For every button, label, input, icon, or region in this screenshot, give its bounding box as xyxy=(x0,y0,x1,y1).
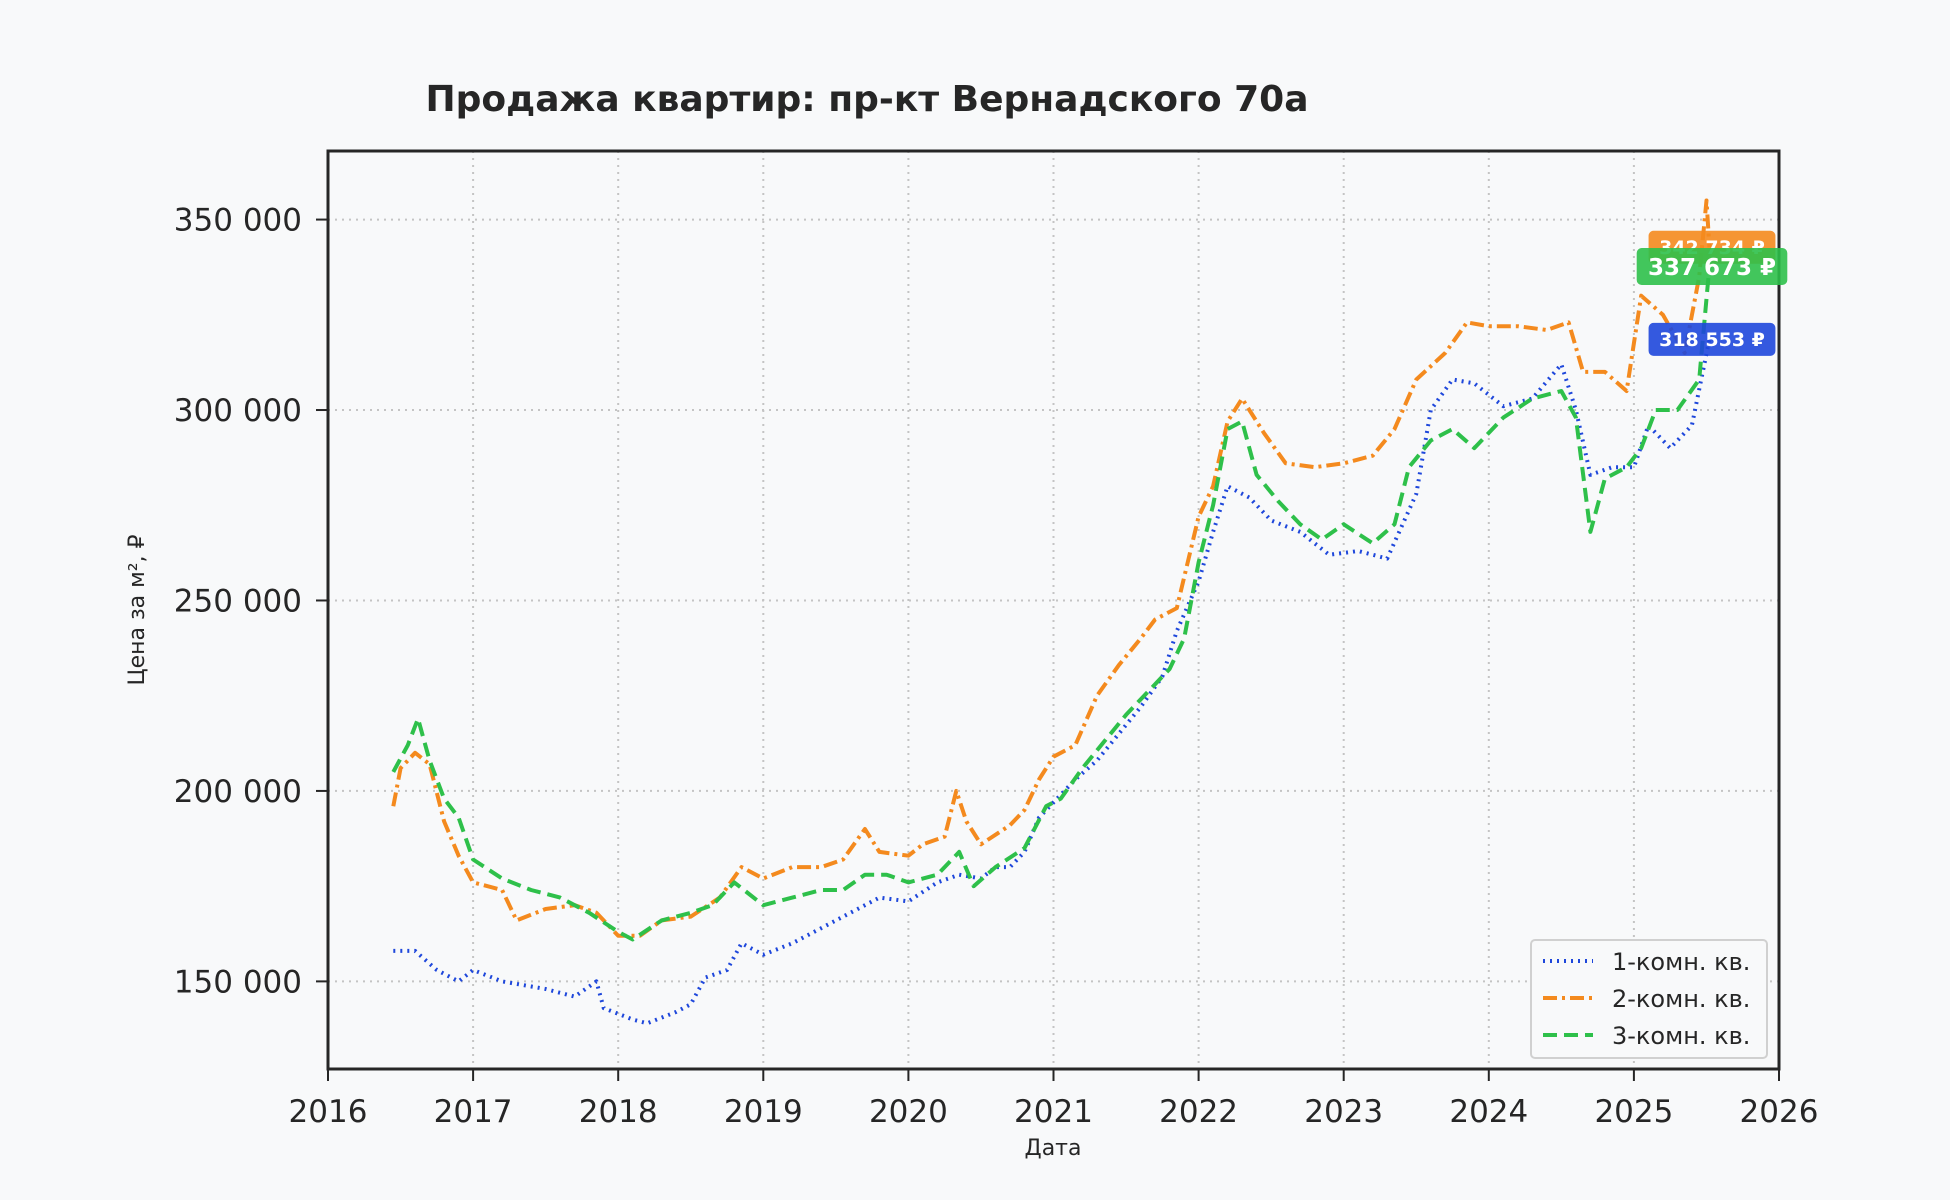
axis-ticks: 2016 2017 2018 2019 2020 2021 2022 2023 2024 2025… xyxy=(174,203,1819,1130)
x-tick-label: 2025 xyxy=(1594,1094,1673,1130)
last-value-badges: 342 734 ₽337 673 ₽318 553 ₽ xyxy=(1636,230,1788,356)
y-tick-label: 300 000 xyxy=(174,393,302,429)
x-tick-label: 2019 xyxy=(724,1094,803,1130)
last-value-badge: 337 673 ₽ xyxy=(1648,255,1776,281)
legend-label: 2-комн. кв. xyxy=(1612,985,1750,1013)
last-value-badge-bg xyxy=(1636,248,1788,286)
legend-label: 1-комн. кв. xyxy=(1612,948,1750,976)
chart-title: Продажа квартир: пр-кт Вернадского 70а xyxy=(426,79,1309,120)
plot-area xyxy=(328,151,1779,1069)
x-tick-label: 2024 xyxy=(1449,1094,1528,1130)
series-lines xyxy=(391,198,1712,1026)
y-tick-label: 350 000 xyxy=(174,203,302,239)
x-tick-label: 2023 xyxy=(1304,1094,1383,1130)
y-axis-label: Цена за м², ₽ xyxy=(125,534,150,685)
last-value-badge-bg xyxy=(1648,322,1776,356)
x-axis-label: Дата xyxy=(1025,1136,1082,1161)
legend-box xyxy=(1530,939,1768,1059)
last-value-badge: 318 553 ₽ xyxy=(1659,329,1765,351)
x-tick-label: 2016 xyxy=(289,1094,368,1130)
x-tick-label: 2018 xyxy=(579,1094,658,1130)
legend: 1-комн. кв. 2-комн. кв. 3-комн. кв. xyxy=(1530,939,1768,1059)
x-tick-label: 2017 xyxy=(434,1094,513,1130)
legend-label: 3-комн. кв. xyxy=(1612,1022,1750,1050)
series-line-3 xyxy=(391,266,1712,942)
y-tick-label: 150 000 xyxy=(174,964,302,1000)
y-tick-label: 250 000 xyxy=(174,583,302,619)
series-line-1 xyxy=(393,338,1712,1026)
x-tick-label: 2021 xyxy=(1014,1094,1093,1130)
x-tick-label: 2020 xyxy=(869,1094,948,1130)
x-tick-label: 2022 xyxy=(1159,1094,1238,1130)
y-tick-label: 200 000 xyxy=(174,774,302,810)
x-tick-label: 2026 xyxy=(1740,1094,1819,1130)
